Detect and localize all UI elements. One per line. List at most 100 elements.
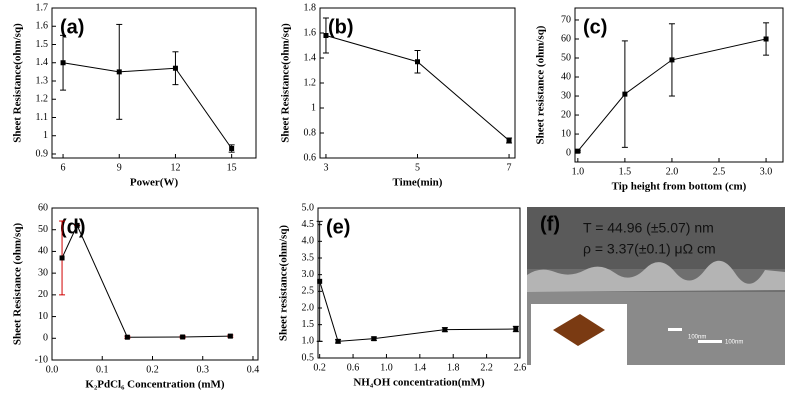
image-top	[527, 207, 785, 269]
y-tick-label: 0.6	[304, 152, 317, 163]
film-layer	[527, 260, 785, 292]
y-tick-label: 1.1	[36, 112, 49, 123]
panel-label: (c)	[583, 16, 607, 38]
x-axis-title: Power(W)	[130, 177, 179, 189]
y-tick-label: 30	[38, 267, 48, 278]
y-tick-label: 1.5	[36, 39, 49, 50]
plot-frame	[51, 7, 257, 159]
y-tick-label: 60	[561, 33, 571, 44]
data-point	[180, 334, 186, 340]
y-tick-label: 1.8	[304, 2, 317, 13]
data-point	[323, 33, 329, 38]
y-tick-label: 1.2	[36, 94, 49, 105]
x-axis-title: Time(min)	[393, 177, 443, 189]
y-tick-label: 2.5	[302, 286, 315, 297]
x-tick-label: 2.5	[713, 166, 726, 177]
y-tick-label: 50	[38, 224, 48, 235]
y-tick-label: 1	[43, 130, 48, 141]
data-point	[335, 338, 341, 344]
x-tick-label: 0.2	[146, 364, 159, 375]
series-line	[319, 281, 516, 342]
panel-label: (d)	[60, 216, 86, 238]
y-tick-label: 50	[561, 52, 571, 63]
y-tick-label: 1.4	[36, 57, 49, 68]
y-tick-label: 40	[561, 71, 571, 82]
y-tick-label: 1	[311, 102, 316, 113]
x-axis-title: Tip height from bottom (cm)	[612, 181, 747, 193]
data-point	[575, 148, 581, 154]
series-line	[62, 62, 233, 149]
scale-bar	[668, 328, 682, 331]
y-tick-label: 3.0	[302, 269, 315, 280]
data-point	[59, 255, 65, 261]
y-axis-title: Sheet Resistance(ohm/sq)	[12, 23, 24, 143]
y-tick-label: 1.2	[304, 77, 317, 88]
y-tick-label: 1.6	[36, 21, 49, 32]
x-tick-label: 1.8	[447, 362, 460, 373]
y-tick-label: -10	[35, 354, 48, 365]
y-tick-label: 2.0	[302, 302, 315, 313]
y-tick-label: 1.4	[304, 52, 317, 63]
x-tick-label: 0.0	[46, 364, 59, 375]
y-axis-title: Sheet resistance(ohm/sq)	[278, 225, 290, 342]
x-tick-label: 0.2	[313, 362, 326, 373]
data-point	[229, 146, 235, 152]
chart-panel: 0 10 20 30 40 50 60 70 1.0 1.5 2.0 2.5 3.0 Tip height…	[535, 7, 784, 193]
y-tick-label: 60	[38, 202, 48, 213]
y-tick-label: 1.0	[302, 336, 315, 347]
x-tick-label: 3	[323, 162, 328, 173]
x-tick-label: 1.4	[414, 362, 427, 373]
y-tick-label: 0	[43, 333, 48, 344]
x-tick-label: 5	[415, 162, 420, 173]
thickness-label: T = 44.96 (±5.07) nm	[583, 220, 714, 236]
y-tick-label: 1.6	[304, 27, 317, 38]
plot-frame	[51, 207, 259, 361]
x-tick-label: 2.0	[666, 166, 679, 177]
panel-label: (a)	[60, 16, 84, 38]
panel-label: (e)	[326, 216, 350, 238]
scale-label: 100nm	[688, 335, 706, 341]
data-point	[227, 333, 233, 339]
panel-label: (b)	[328, 16, 354, 38]
y-tick-label: 30	[561, 90, 571, 101]
series-line	[61, 224, 231, 338]
x-tick-label: 1.0	[380, 362, 393, 373]
y-tick-label: 0.9	[36, 148, 49, 159]
y-axis-title: Sheet resistance (ohm/sq)	[535, 25, 547, 144]
x-tick-label: 12	[170, 162, 180, 173]
scale-label: 100nm	[725, 340, 743, 346]
x-tick-label: 15	[227, 162, 237, 173]
y-tick-label: 10	[561, 128, 571, 139]
y-tick-label: 0.8	[304, 127, 317, 138]
data-point	[442, 327, 448, 333]
chart-panel: 0.6 0.8 1 1.2 1.4 1.6 1.8 3 5 7 Time(min) Sheet Res…	[280, 2, 516, 189]
data-point	[74, 222, 80, 228]
y-tick-label: 0.5	[302, 352, 315, 363]
panel-label: (f)	[540, 213, 560, 235]
y-axis-title: Sheet Resistance(ohm/sq)	[280, 23, 292, 143]
x-tick-label: 0.3	[196, 364, 209, 375]
x-tick-label: 0.4	[247, 364, 260, 375]
data-point	[124, 334, 130, 340]
x-tick-label: 9	[117, 162, 122, 173]
x-tick-label: 7	[507, 162, 512, 173]
afm-surface	[553, 314, 605, 346]
y-tick-label: 4.5	[302, 219, 315, 230]
data-point	[669, 57, 675, 63]
resistivity-label: ρ = 3.37(±0.1) μΩ cm	[583, 241, 716, 257]
data-point	[172, 65, 178, 71]
y-tick-label: 70	[561, 14, 571, 25]
y-axis-title: Sheet Resistance (ohm/sq)	[12, 223, 24, 346]
data-point	[317, 278, 323, 284]
y-tick-label: 10	[38, 311, 48, 322]
chart-panel: 0.5 1.0 1.5 2.0 2.5 3.0 3.5 4.0 4.5 5.0 0.2 0.6 1.0 1…	[278, 202, 527, 388]
x-axis-title: K₂PdCl₆ Concentration (mM)	[85, 379, 225, 391]
y-tick-label: 5.0	[302, 202, 315, 213]
y-tick-label: 3.5	[302, 252, 315, 263]
y-tick-label: 1.7	[36, 2, 49, 13]
chart-panel: 0.9 1 1.1 1.2 1.3 1.4 1.5 1.6 1.7 6 9 12 15 Power(W) S…	[12, 2, 257, 189]
x-axis-title: NH₄OH concentration(mM)	[353, 377, 485, 389]
data-point	[415, 59, 420, 65]
y-tick-label: 0	[566, 147, 571, 158]
